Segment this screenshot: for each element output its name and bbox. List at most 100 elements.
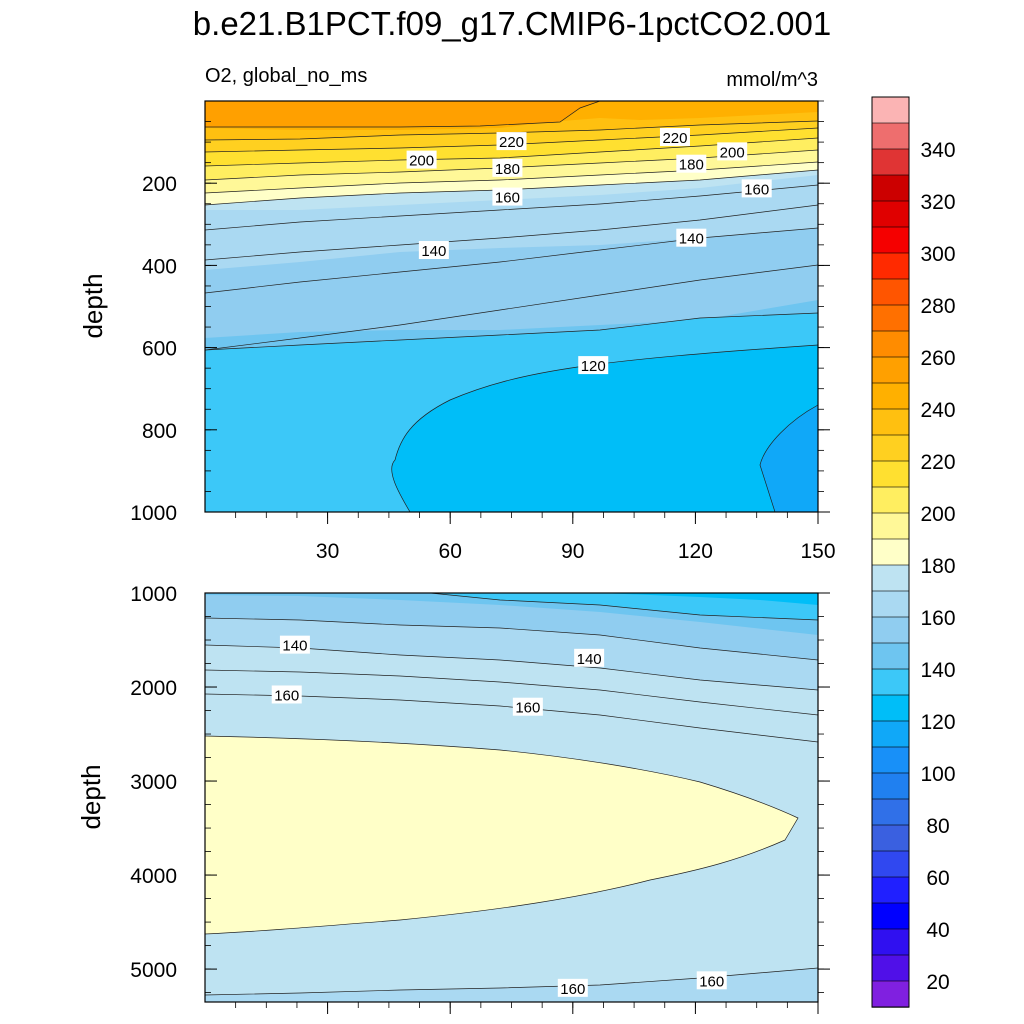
lower-axes: 1000 2000 3000 4000 5000 bbox=[130, 583, 830, 1014]
upper-contour-labels: 220 220 200 200 180 180 160 160 140 140 120 bbox=[406, 127, 772, 375]
upper-panel-fills bbox=[205, 101, 818, 512]
contour-line-lower-120 bbox=[429, 593, 818, 621]
fill-lower-110 bbox=[600, 593, 818, 605]
y-tick-label: 1000 bbox=[130, 502, 177, 525]
y-tick-label: 200 bbox=[142, 173, 177, 196]
contour-label: 140 bbox=[421, 243, 446, 260]
fill-upper-240 bbox=[205, 101, 600, 127]
colorbar-label: 180 bbox=[920, 555, 955, 578]
colorbar-box bbox=[871, 382, 910, 410]
colorbar-box bbox=[871, 850, 910, 878]
colorbar-label: 200 bbox=[920, 503, 955, 526]
colorbar-box bbox=[871, 538, 910, 566]
contour-label: 220 bbox=[499, 134, 524, 151]
colorbar-box bbox=[871, 96, 910, 124]
x-tick-label: 90 bbox=[561, 540, 584, 563]
contour-label-bg bbox=[406, 150, 437, 169]
contour-line-upper-120 bbox=[205, 312, 818, 351]
chart-title: b.e21.B1PCT.f09_g17.CMIP6-1pctCO2.001 bbox=[193, 5, 831, 42]
contour-label: 160 bbox=[744, 181, 769, 198]
fill-upper-100 bbox=[760, 405, 818, 512]
colorbar-labels: 340 320 300 280 260 240 220 200 180 160 140 120 100 8… bbox=[920, 139, 955, 1024]
fill-upper-110 bbox=[391, 345, 818, 512]
contour-line-upper-100 bbox=[759, 404, 818, 512]
colorbar-box bbox=[871, 642, 910, 670]
contour-label-bg bbox=[574, 648, 605, 667]
colorbar-box bbox=[871, 434, 910, 462]
colorbar-label: 300 bbox=[920, 243, 955, 266]
colorbar-box bbox=[871, 616, 910, 644]
colorbar-box bbox=[871, 460, 910, 488]
y-tick-label: 2000 bbox=[130, 677, 177, 700]
colorbar-box bbox=[871, 694, 910, 722]
colorbar-box bbox=[871, 304, 910, 332]
units-label: mmol/m^3 bbox=[726, 69, 818, 91]
colorbar-box bbox=[871, 356, 910, 384]
contour-label: 160 bbox=[515, 700, 540, 717]
colorbar-label: 60 bbox=[926, 867, 949, 890]
colorbar-label: 340 bbox=[920, 139, 955, 162]
contour-label: 160 bbox=[274, 687, 299, 704]
colorbar-box bbox=[871, 590, 910, 618]
colorbar-label: 320 bbox=[920, 191, 955, 214]
colorbar-box bbox=[871, 330, 910, 358]
contour-label-bg bbox=[279, 635, 310, 654]
contour-label: 180 bbox=[679, 157, 704, 174]
lower-contour-labels: 140 140 160 160 160 160 bbox=[271, 635, 727, 998]
contour-label-bg bbox=[676, 154, 707, 173]
contour-label-bg bbox=[659, 127, 690, 146]
contour-label-bg bbox=[557, 978, 588, 997]
colorbar-box bbox=[871, 200, 910, 228]
y-tick-label: 5000 bbox=[130, 959, 177, 982]
fill-lower-120 bbox=[205, 593, 818, 620]
contour-label: 180 bbox=[495, 161, 520, 178]
contour-line-lower-130 bbox=[205, 617, 818, 661]
contour-line-lower-170 bbox=[205, 735, 799, 935]
colorbar-box bbox=[871, 720, 910, 748]
colorbar-box bbox=[871, 174, 910, 202]
contour-label: 160 bbox=[699, 973, 724, 990]
colorbar-label: 20 bbox=[926, 971, 949, 994]
lower-y-axis-title: depth bbox=[76, 764, 106, 829]
contour-line-upper-150 bbox=[205, 204, 818, 261]
colorbar-box bbox=[871, 122, 910, 150]
contour-line-upper-110 bbox=[391, 344, 818, 512]
colorbar-box bbox=[871, 980, 910, 1008]
colorbar bbox=[871, 96, 910, 1008]
contour-label: 160 bbox=[560, 981, 585, 998]
colorbar-box bbox=[871, 512, 910, 540]
contour-label-bg bbox=[496, 132, 527, 151]
y-tick-label: 800 bbox=[142, 420, 177, 443]
contour-label-bg bbox=[492, 187, 523, 206]
contour-label-bg bbox=[741, 179, 772, 198]
contour-line-upper-240 bbox=[205, 101, 601, 128]
contour-label-bg bbox=[676, 228, 707, 247]
x-tick-label: 150 bbox=[800, 540, 835, 563]
colorbar-box bbox=[871, 564, 910, 592]
fill-lower-170 bbox=[205, 736, 798, 934]
contour-label: 120 bbox=[581, 358, 606, 375]
colorbar-box bbox=[871, 252, 910, 280]
colorbar-box bbox=[871, 772, 910, 800]
colorbar-box bbox=[871, 226, 910, 254]
contour-label-bg bbox=[492, 158, 523, 177]
colorbar-label: 160 bbox=[920, 607, 955, 630]
contour-line-upper-160 bbox=[205, 184, 818, 231]
colorbar-frame bbox=[871, 96, 910, 1008]
colorbar-label: 280 bbox=[920, 295, 955, 318]
contour-line-upper-200 bbox=[205, 137, 818, 167]
y-tick-label: 3000 bbox=[130, 771, 177, 794]
colorbar-box bbox=[871, 668, 910, 696]
y-tick-label: 1000 bbox=[130, 583, 177, 606]
colorbar-label: 100 bbox=[920, 763, 955, 786]
colorbar-box bbox=[871, 928, 910, 956]
x-tick-label: 60 bbox=[439, 540, 462, 563]
colorbar-box bbox=[871, 486, 910, 514]
colorbar-label: 240 bbox=[920, 399, 955, 422]
colorbar-box bbox=[871, 876, 910, 904]
contour-label-bg bbox=[512, 697, 543, 716]
colorbar-label: 80 bbox=[926, 815, 949, 838]
contour-label-bg bbox=[696, 971, 727, 990]
variable-label: O2, global_no_ms bbox=[205, 65, 367, 87]
